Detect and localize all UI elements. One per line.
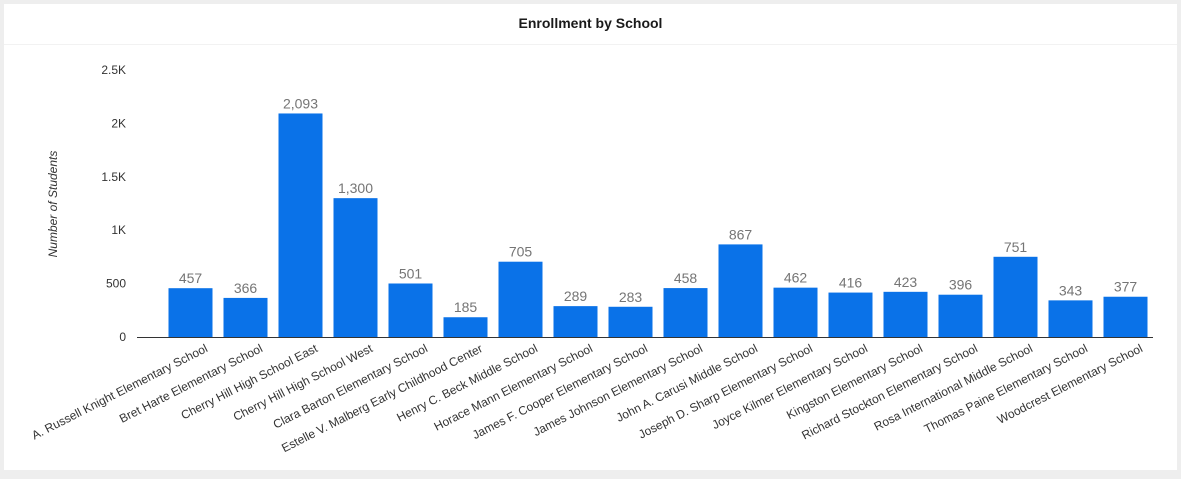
bar	[938, 294, 983, 337]
x-axis: A. Russell Knight Elementary SchoolBret …	[29, 341, 1144, 455]
y-tick-label: 0	[119, 330, 126, 344]
bar-value-label: 185	[454, 299, 478, 315]
bar-value-label: 457	[179, 270, 203, 286]
y-tick-label: 1K	[111, 223, 126, 237]
bar-value-label: 396	[949, 277, 973, 293]
bars	[168, 113, 1148, 338]
bar-value-label: 462	[784, 270, 808, 286]
bar-value-label: 423	[894, 274, 918, 290]
chart-header: Enrollment by School	[4, 4, 1177, 45]
bar	[718, 244, 763, 337]
bar-value-label: 366	[234, 280, 258, 296]
bar-value-label: 1,300	[338, 180, 373, 196]
bar	[828, 292, 873, 337]
bar-value-label: 289	[564, 288, 588, 304]
bar-value-label: 501	[399, 265, 423, 281]
bar-value-label: 751	[1004, 239, 1028, 255]
bar-value-label: 458	[674, 270, 698, 286]
bar	[498, 261, 543, 337]
bar	[223, 297, 268, 337]
bar-value-label: 705	[509, 244, 533, 260]
bar	[663, 288, 708, 337]
bar-value-label: 867	[729, 226, 753, 242]
y-tick-label: 1.5K	[101, 170, 126, 184]
bar-value-label: 343	[1059, 282, 1083, 298]
bar-value-label: 283	[619, 289, 643, 305]
chart-title: Enrollment by School	[518, 15, 663, 31]
y-tick-label: 500	[106, 277, 126, 291]
bar	[278, 113, 323, 338]
bar-value-label: 377	[1114, 279, 1138, 295]
y-axis-title: Number of Students	[46, 151, 60, 258]
chart-card: Enrollment by School	[4, 4, 1177, 470]
bar	[608, 306, 653, 337]
bar	[1103, 296, 1148, 337]
bar-value-label: 2,093	[283, 95, 318, 111]
bar	[388, 283, 433, 337]
bar	[333, 198, 378, 337]
y-axis: 0 500 1K 1.5K 2K 2.5K	[101, 63, 126, 344]
bar	[443, 317, 488, 337]
data-labels: 457 366 2,093 1,300 501 185 705 289 283 458 867 462…	[179, 95, 1138, 315]
bar	[1048, 300, 1093, 337]
bar-value-label: 416	[839, 275, 863, 291]
bar	[168, 288, 213, 337]
y-tick-label: 2K	[111, 116, 126, 130]
bar	[773, 287, 818, 337]
bar	[553, 306, 598, 337]
bar	[993, 256, 1038, 337]
bar	[883, 291, 928, 337]
y-tick-label: 2.5K	[101, 63, 126, 77]
